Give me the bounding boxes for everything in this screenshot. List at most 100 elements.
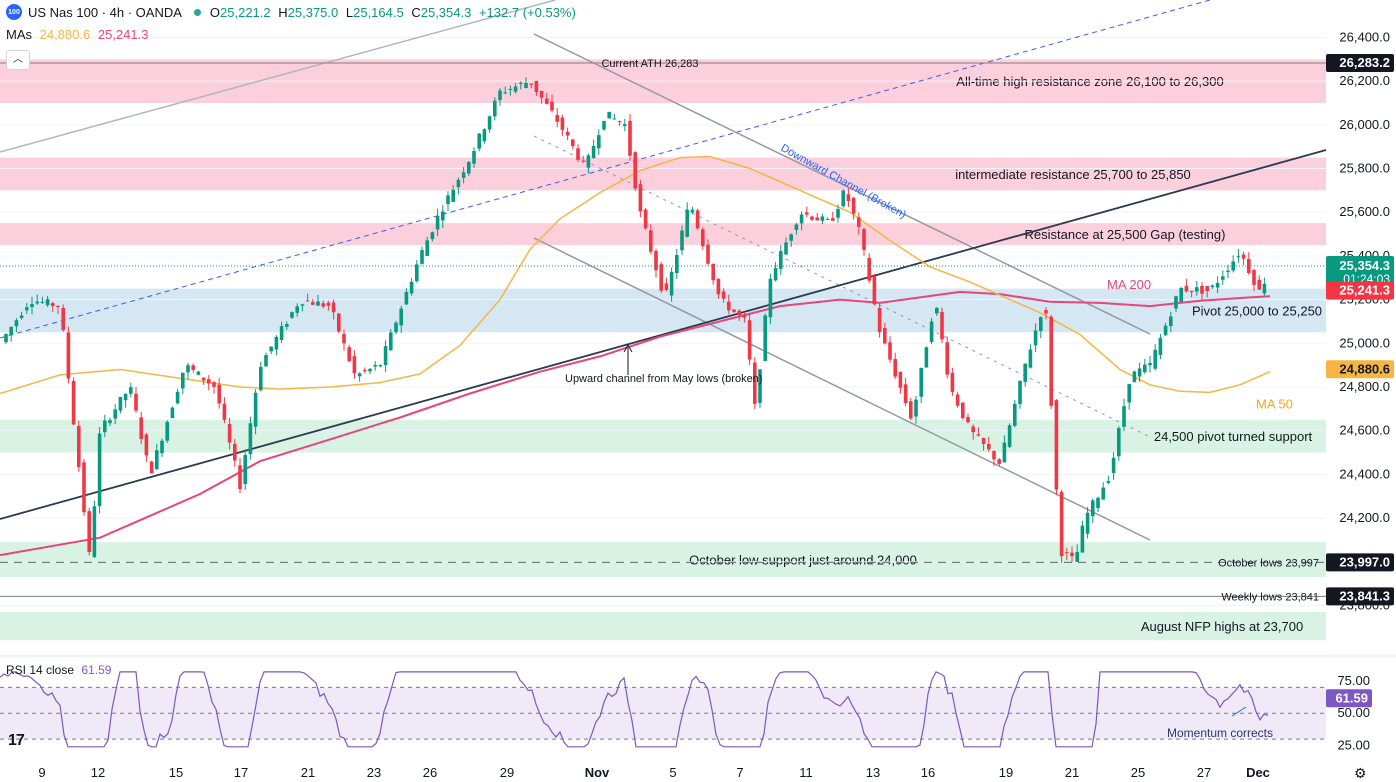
- zone-label: Pivot 25,000 to 25,250: [1192, 304, 1322, 319]
- october-low-price-tag: 23,997.0: [1339, 554, 1390, 569]
- candle-body: [45, 299, 50, 306]
- candle-body: [997, 459, 1001, 464]
- candle-body: [576, 148, 580, 160]
- candle-body: [560, 117, 565, 130]
- candle-body: [425, 240, 429, 256]
- candle-body: [493, 100, 497, 117]
- candle-body: [836, 209, 840, 218]
- candle-body: [1018, 380, 1022, 404]
- candle-body: [472, 150, 476, 164]
- candle-body: [461, 172, 466, 178]
- x-tick-label: 21: [301, 765, 315, 780]
- candle-body: [1174, 296, 1178, 309]
- candle-body: [1049, 316, 1053, 406]
- candle-body: [799, 214, 804, 224]
- candle-body: [1075, 552, 1079, 562]
- candle-body: [992, 450, 996, 460]
- candle-body: [841, 190, 845, 207]
- candle-body: [357, 373, 362, 377]
- candle-body: [758, 369, 762, 403]
- x-tick-label: 26: [423, 765, 437, 780]
- zone-support: [0, 419, 1326, 453]
- candle-body: [732, 309, 736, 312]
- zone-pivot: [0, 288, 1326, 333]
- candle-body: [831, 218, 835, 221]
- market-status-dot-icon: [193, 8, 201, 16]
- candle-body: [1127, 384, 1131, 403]
- rsi-legend[interactable]: RSI 14 close 61.59: [6, 663, 112, 677]
- y-tick-label: 24,400.0: [1339, 466, 1390, 481]
- candle-body: [477, 133, 481, 149]
- candle-body: [1189, 290, 1194, 293]
- candle-body: [721, 291, 726, 299]
- candle-body: [1241, 254, 1246, 259]
- candle-body: [867, 257, 871, 281]
- candle-body: [1085, 512, 1090, 534]
- candle-body: [1070, 552, 1074, 557]
- x-tick-label: 9: [38, 765, 45, 780]
- x-tick-label: Nov: [585, 765, 610, 780]
- candle-body: [747, 320, 752, 360]
- candle-body: [1236, 256, 1241, 258]
- y-tick-label: 26,400.0: [1339, 29, 1390, 44]
- candle-body: [784, 242, 788, 255]
- y-tick-label: 24,600.0: [1339, 423, 1390, 438]
- candle-body: [420, 250, 424, 264]
- collapse-legend-icon[interactable]: ︿: [6, 50, 30, 70]
- candle-body: [1163, 325, 1168, 336]
- candle-body: [628, 120, 632, 156]
- candle-body: [399, 308, 403, 326]
- symbol-title[interactable]: US Nas 100 · 4h · OANDA: [28, 4, 182, 20]
- x-tick-label: 12: [91, 765, 105, 780]
- candle-body: [581, 160, 585, 162]
- downward-channel-lower: [533, 237, 1151, 541]
- candle-body: [389, 332, 393, 351]
- candle-body: [108, 420, 112, 424]
- x-tick-label: 17: [234, 765, 248, 780]
- candle-body: [217, 384, 221, 404]
- candle-body: [597, 135, 601, 149]
- candle-body: [441, 211, 445, 221]
- candle-body: [295, 306, 299, 313]
- candle-body: [524, 83, 528, 88]
- ma50-line: [0, 155, 1271, 395]
- candle-body: [1091, 500, 1095, 517]
- candle-body: [1132, 371, 1137, 383]
- candle-body: [961, 402, 965, 419]
- candle-body: [14, 320, 19, 327]
- candle-body: [482, 129, 487, 142]
- candle-body: [1210, 285, 1215, 288]
- candle-body: [1221, 276, 1225, 280]
- candle-body: [279, 326, 284, 340]
- ma200-price-tag: 25,241.3: [1339, 283, 1390, 298]
- candle-body: [591, 145, 596, 159]
- candle-body: [851, 197, 856, 214]
- candle-body: [56, 305, 60, 308]
- candle-body: [586, 155, 591, 168]
- candle-body: [35, 301, 39, 304]
- candle-body: [810, 216, 814, 220]
- candle-body: [4, 334, 8, 343]
- candle-body: [155, 450, 159, 470]
- candle-body: [503, 92, 507, 94]
- tradingview-logo-icon[interactable]: 17: [8, 732, 25, 749]
- candle-body: [352, 356, 357, 374]
- candle-body: [1262, 283, 1267, 294]
- dashed-trendline: [0, 0, 1211, 339]
- candle-body: [1195, 287, 1199, 292]
- candle-body: [233, 443, 237, 461]
- settings-gear-icon[interactable]: ⚙: [1354, 765, 1367, 781]
- candle-body: [165, 421, 169, 441]
- candle-body: [404, 292, 409, 305]
- candle-body: [253, 392, 258, 427]
- x-tick-label: 25: [1131, 765, 1145, 780]
- y-tick-label: 26,200.0: [1339, 73, 1390, 88]
- y-tick-label: 25,800.0: [1339, 161, 1390, 176]
- candle-body: [30, 303, 34, 308]
- ma-legend[interactable]: MAs 24,880.6 25,241.3: [6, 27, 149, 42]
- upward-channel-line: [0, 149, 1327, 520]
- candle-body: [222, 403, 227, 420]
- candle-body: [118, 396, 123, 411]
- x-tick-label: 11: [799, 765, 813, 780]
